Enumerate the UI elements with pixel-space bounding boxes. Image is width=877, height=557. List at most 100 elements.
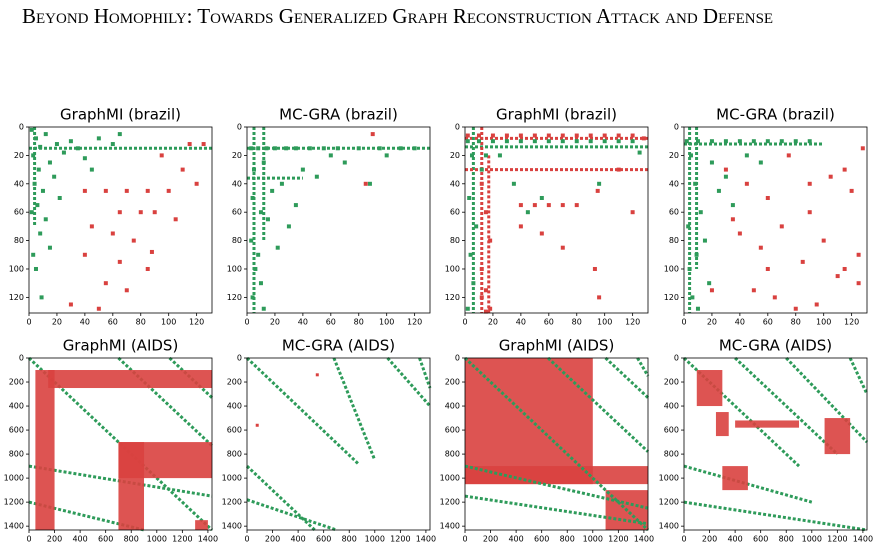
edge-point [539, 231, 544, 236]
edge-point [616, 133, 621, 138]
x-tick-label: 80 [354, 318, 364, 327]
x-tick-label: 40 [298, 318, 308, 327]
edge-point [321, 146, 326, 151]
edge-point [641, 136, 646, 141]
edge-point [96, 306, 101, 311]
edge-block [722, 466, 748, 491]
edge-point [504, 133, 509, 138]
x-tick-label: 1000 [147, 535, 167, 544]
x-tick-label: 1000 [802, 535, 822, 544]
y-tick-label: 0 [237, 123, 242, 132]
x-tick-label: 1200 [608, 535, 628, 544]
x-tick-label: 200 [702, 535, 717, 544]
y-tick-label: 80 [450, 236, 460, 245]
y-tick-label: 200 [227, 378, 242, 387]
edge-point [468, 252, 473, 257]
x-tick-label: 400 [727, 535, 742, 544]
x-tick-label: 20 [707, 318, 717, 327]
edge-point [630, 139, 635, 144]
edge-point [694, 252, 699, 257]
edge-point [525, 210, 530, 215]
edge-point [29, 127, 34, 132]
edge-point [342, 160, 347, 165]
edge-point [265, 217, 270, 222]
y-tick-label: 600 [445, 426, 460, 435]
edge-point [180, 167, 185, 172]
edge-point [145, 266, 150, 271]
edge-point [38, 144, 43, 149]
edge-point [856, 281, 861, 286]
x-tick-label: 600 [534, 535, 549, 544]
graph-edge-line [464, 464, 649, 510]
edge-point [293, 203, 298, 208]
edge-point [258, 281, 263, 286]
edge-point [793, 306, 798, 311]
edge-point [793, 139, 798, 144]
edge-point [730, 217, 735, 222]
panel-title: MC-GRA (AIDS) [282, 337, 395, 355]
y-tick-label: 20 [232, 151, 242, 160]
edge-point [698, 210, 703, 215]
graph-edge-line [848, 357, 869, 395]
x-tick-label: 1400 [198, 535, 218, 544]
edge-point [35, 203, 40, 208]
edge-point [187, 142, 192, 147]
edge-point [43, 217, 48, 222]
panel-title: MC-GRA (brazil) [279, 106, 398, 124]
graph-edge-line [246, 498, 337, 532]
y-tick-label: 40 [669, 179, 679, 188]
edge-point [250, 195, 255, 200]
edge-point [497, 153, 502, 158]
edge-point [479, 167, 484, 172]
edge-point [842, 266, 847, 271]
edge-point [546, 203, 551, 208]
edge-point [194, 181, 199, 186]
graph-edge-line [386, 357, 432, 408]
axes-frame [683, 126, 868, 314]
y-tick-label: 20 [669, 151, 679, 160]
edge-point [38, 231, 43, 236]
edge-point [68, 302, 73, 307]
edge-point [117, 132, 122, 137]
y-tick-label: 1400 [222, 522, 242, 531]
y-tick-label: 1200 [4, 498, 24, 507]
edge-point [398, 146, 403, 151]
edge-point [574, 139, 579, 144]
y-tick-label: 0 [674, 123, 679, 132]
edge-point [275, 245, 280, 250]
graph-edge-line [463, 356, 650, 532]
edge-point [152, 210, 157, 215]
y-tick-label: 1000 [222, 474, 242, 483]
edge-point [616, 139, 621, 144]
y-tick-label: 600 [9, 426, 24, 435]
edge-point [744, 153, 749, 158]
edge-point [377, 146, 382, 151]
panel-title: GraphMI (AIDS) [63, 337, 179, 355]
edge-point [166, 188, 171, 193]
x-tick-label: 0 [681, 535, 686, 544]
y-tick-label: 600 [664, 426, 679, 435]
y-tick-label: 0 [674, 354, 679, 363]
x-tick-label: 20 [488, 318, 498, 327]
edge-point [471, 281, 476, 286]
edge-point [483, 309, 488, 314]
edge-point [532, 133, 537, 138]
edge-point [483, 288, 488, 293]
edge-point [490, 139, 495, 144]
y-tick-label: 120 [445, 293, 460, 302]
y-tick-label: 1400 [659, 522, 679, 531]
graph-edge-line [547, 356, 650, 453]
y-tick-label: 1000 [4, 474, 24, 483]
edge-point [159, 153, 164, 158]
edge-point [82, 252, 87, 257]
edge-point [272, 146, 277, 151]
edge-point [560, 139, 565, 144]
x-tick-label: 800 [124, 535, 139, 544]
x-tick-label: 60 [763, 318, 773, 327]
axes-frame [28, 126, 213, 314]
axes-frame [464, 357, 649, 531]
edge-point [709, 288, 714, 293]
edge-point [483, 153, 488, 158]
edge-block [118, 442, 145, 530]
edge-point [61, 150, 66, 155]
